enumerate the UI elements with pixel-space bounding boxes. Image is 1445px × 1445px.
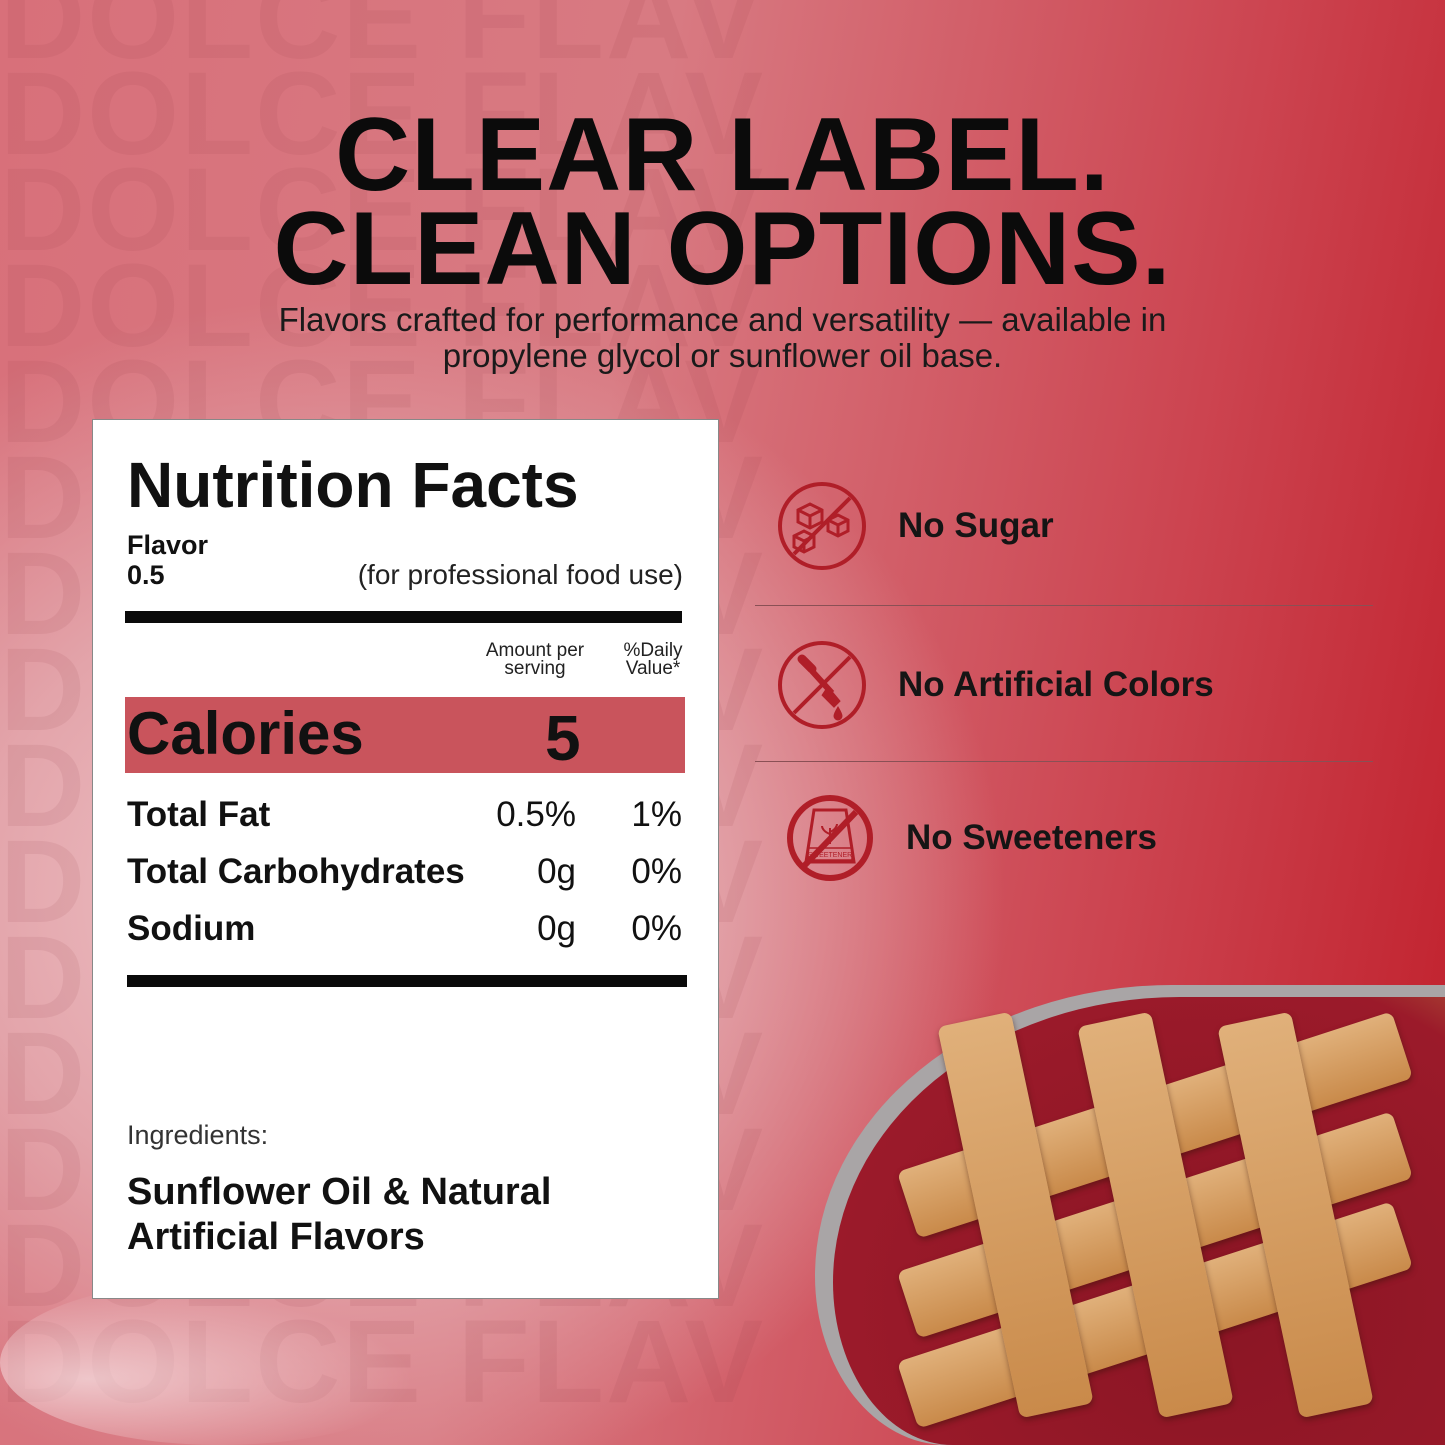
- no-sugar-cubes-icon: [778, 482, 866, 570]
- feature-no-sugar: No Sugar: [776, 480, 1054, 572]
- nutrient-daily-value: 0%: [631, 909, 682, 948]
- cherry-pie-image: [815, 985, 1445, 1445]
- calories-row: Calories 5: [125, 697, 685, 774]
- nutrition-facts-card: Nutrition Facts Flavor 0.5 (for professio…: [92, 419, 719, 1299]
- flour-dust: [0, 1280, 440, 1445]
- nutrient-amount: 0g: [537, 909, 576, 948]
- headline: CLEAR LABEL. CLEAN OPTIONS.: [0, 97, 1445, 307]
- nutrition-title: Nutrition Facts: [127, 449, 579, 521]
- use-note: (for professional food use): [357, 559, 683, 590]
- nutrient-row: Total Fat 0.5% 1%: [127, 795, 682, 835]
- nutrient-row: Sodium 0g 0%: [127, 909, 682, 949]
- feature-label: No Sugar: [898, 506, 1054, 545]
- ingredients-value: Sunflower Oil & Natural Artificial Flavo…: [127, 1171, 552, 1258]
- nutrient-amount: 0g: [537, 852, 576, 891]
- feature-no-sweeteners: SWEETENER No Sweeteners: [784, 792, 1157, 884]
- divider-bar: [127, 975, 687, 987]
- nutrient-daily-value: 0%: [631, 852, 682, 891]
- no-dropper-icon: [778, 641, 866, 729]
- feature-no-artificial-colors: No Artificial Colors: [776, 639, 1214, 731]
- calories-value: 5: [545, 702, 581, 774]
- divider-bar: [125, 611, 682, 623]
- flavor-value: 0.5: [127, 560, 165, 590]
- nutrient-name: Total Carbohydrates: [127, 852, 465, 891]
- nutrient-amount: 0.5%: [496, 795, 576, 834]
- calories-label: Calories: [127, 700, 364, 767]
- flavor-block: Flavor 0.5: [127, 530, 208, 590]
- nutrient-row: Total Carbohydrates 0g 0%: [127, 852, 682, 892]
- headline-line1: CLEAR LABEL.: [335, 97, 1110, 213]
- feature-label: No Artificial Colors: [898, 665, 1214, 704]
- headline-line2: CLEAN OPTIONS.: [273, 191, 1172, 307]
- daily-header: %Daily Value*: [623, 640, 683, 679]
- amount-header: Amount per serving: [485, 640, 585, 679]
- feature-label: No Sweeteners: [906, 818, 1157, 857]
- subtitle: Flavors crafted for performance and vers…: [0, 302, 1445, 374]
- sweetener-text: SWEETENER: [808, 852, 852, 859]
- divider: [755, 761, 1373, 762]
- flavor-label: Flavor: [127, 530, 209, 560]
- nutrient-daily-value: 1%: [631, 795, 682, 834]
- subtitle-text: Flavors crafted for performance and vers…: [278, 301, 1167, 374]
- nutrient-name: Total Fat: [127, 795, 271, 834]
- ingredients-label: Ingredients:: [127, 1120, 269, 1150]
- divider: [755, 605, 1373, 606]
- nutrient-name: Sodium: [127, 909, 256, 948]
- no-sweetener-icon: SWEETENER: [787, 795, 873, 881]
